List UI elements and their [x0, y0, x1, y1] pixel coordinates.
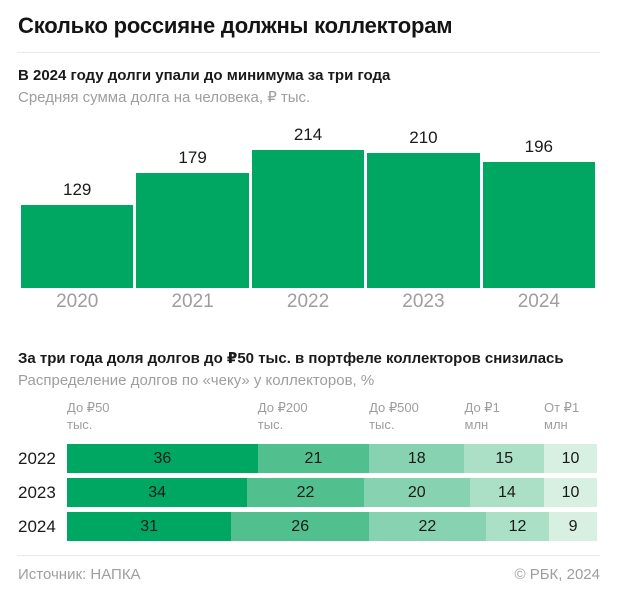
title-divider: [17, 52, 600, 53]
stacked-bar: 31 26 22 12 9: [67, 512, 597, 541]
column-header-line1: От ₽1: [544, 400, 580, 415]
column-header-line1: До ₽1: [464, 400, 500, 415]
stacked-bar-segment: 34: [67, 478, 248, 507]
table-row: 2024 31 26 22 12 9: [18, 512, 597, 541]
bar-chart-subtitle: Средняя сумма долга на человека, ₽ тыс.: [18, 89, 311, 106]
bar-column: 214: [251, 125, 365, 288]
bar: [367, 153, 480, 288]
bar-chart-x-axis: 2020 2021 2022 2023 2024: [21, 292, 595, 312]
column-header: До ₽500 тыс.: [369, 399, 419, 433]
column-header-line2: млн: [464, 417, 489, 432]
bar-x-tick-label: 2020: [56, 291, 99, 312]
stacked-bar-segment: 31: [67, 512, 232, 541]
row-year-label: 2024: [18, 516, 56, 536]
bar-value-label: 196: [524, 137, 554, 156]
stacked-bar-segment: 9: [549, 512, 597, 541]
page-title: Сколько россияне должны коллекторам: [18, 13, 453, 38]
stacked-bar-segment: 26: [231, 512, 370, 541]
column-header-line2: тыс.: [369, 417, 395, 432]
copyright-label: © РБК, 2024: [514, 566, 600, 583]
stacked-chart-rows: 2022 36 21 18 15 10 2023 34 22 20 14 10 2024 31 26 22 12…: [18, 444, 597, 546]
bar-x-tick-label: 2022: [286, 291, 330, 312]
source-label: Источник: НАПКА: [18, 566, 141, 583]
bar-column: 129: [21, 180, 134, 288]
stacked-bar: 36 21 18 15 10: [67, 444, 597, 473]
stacked-bar-segment: 22: [247, 478, 364, 507]
bar-column: 179: [136, 148, 249, 288]
table-row: 2022 36 21 18 15 10: [18, 444, 597, 473]
column-header-line1: До ₽500: [369, 400, 419, 415]
column-header-line2: млн: [544, 417, 568, 432]
footer: Источник: НАПКА © РБК, 2024: [18, 565, 600, 585]
bar-chart-plot: 129 179 214 210 196: [21, 118, 596, 288]
column-header: До ₽1 млн: [465, 399, 500, 433]
stacked-chart-column-headers: До ₽50 тыс. До ₽200 тыс. До ₽500 тыс. До ₽1 млн…: [67, 399, 597, 437]
stacked-bar-segment: 14: [469, 478, 544, 507]
bar-column: 196: [482, 137, 596, 288]
bar-x-tick-label: 2024: [517, 291, 560, 312]
column-header-line2: тыс.: [67, 417, 93, 432]
table-row: 2023 34 22 20 14 10: [18, 478, 597, 507]
bar-value-label: 179: [178, 148, 207, 167]
bar-value-label: 214: [293, 125, 323, 144]
row-year-label: 2023: [18, 482, 56, 502]
column-header-line1: До ₽200: [257, 400, 308, 415]
column-header: От ₽1 млн: [544, 399, 579, 433]
bar-value-label: 210: [409, 128, 438, 147]
stacked-bar: 34 22 20 14 10: [67, 478, 597, 507]
bar-value-label: 129: [63, 180, 92, 199]
row-year-label: 2022: [18, 448, 56, 468]
bar: [482, 162, 596, 288]
footer-divider: [17, 555, 600, 556]
bar-chart-title: В 2024 году долги упали до минимума за т…: [18, 67, 391, 84]
bar: [136, 173, 249, 288]
stacked-bar-segment: 10: [543, 444, 597, 473]
stacked-bar-segment: 20: [363, 478, 470, 507]
column-header: До ₽200 тыс.: [258, 399, 308, 433]
stacked-bar-segment: 36: [67, 444, 258, 473]
column-header-line2: тыс.: [257, 417, 284, 432]
column-header: До ₽50 тыс.: [67, 399, 110, 433]
stacked-bar-segment: 21: [257, 444, 370, 473]
bar-column: 210: [367, 128, 480, 288]
stacked-chart-subtitle: Распределение долгов по «чеку» у коллект…: [18, 372, 375, 389]
bar-x-tick-label: 2023: [402, 291, 445, 312]
stacked-bar-segment: 18: [369, 444, 465, 473]
bar-x-tick-label: 2021: [171, 291, 214, 312]
stacked-bar-segment: 12: [485, 512, 550, 541]
stacked-bar-segment: 15: [464, 444, 544, 473]
stacked-bar-segment: 22: [369, 512, 486, 541]
column-header-line1: До ₽50: [67, 400, 110, 415]
bar: [21, 205, 134, 288]
bar: [251, 150, 365, 288]
stacked-chart-title: За три года доля долгов до ₽50 тыс. в по…: [18, 350, 564, 367]
stacked-bar-segment: 10: [543, 478, 597, 507]
